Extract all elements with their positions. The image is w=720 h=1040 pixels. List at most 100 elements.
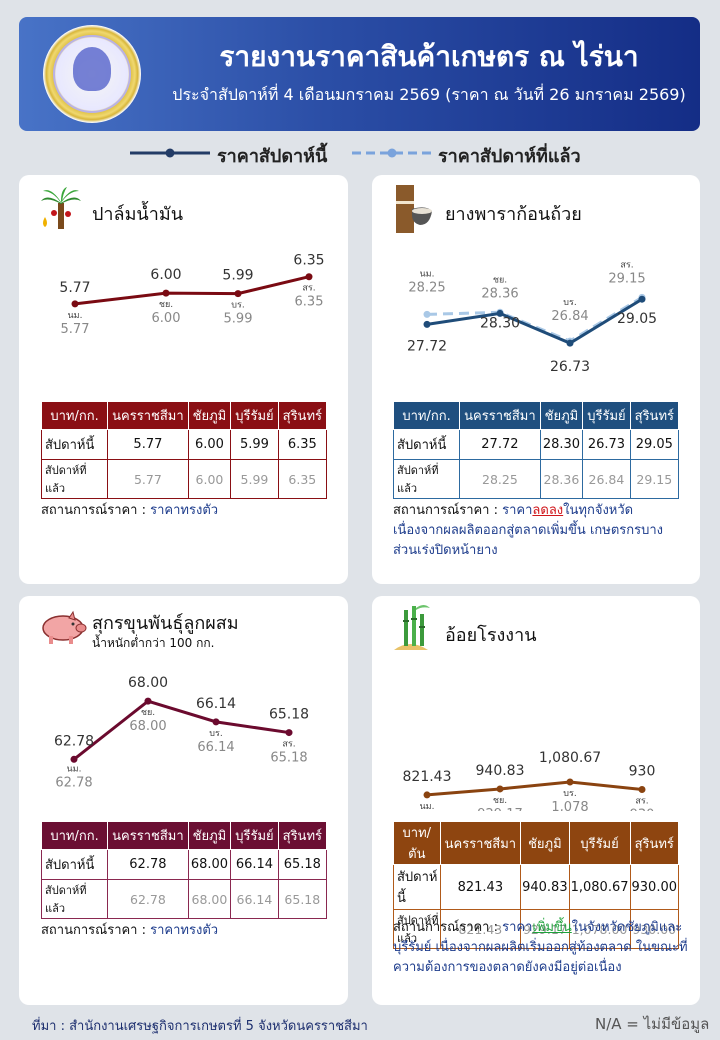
rubber-title: ยางพาราก้อนถ้วย — [445, 204, 582, 225]
previous-value-label: 1,078 — [551, 800, 588, 811]
price-cell: 28.25 — [459, 459, 541, 499]
province-header: นครราชสีมา — [439, 821, 522, 865]
pig-card: สุกรขุนพันธุ์ลูกผสม น้ำหนักต่ำกว่า 100 ก… — [19, 596, 348, 1005]
row-label: สัปดาห์นี้ — [40, 849, 109, 880]
current-value-label: 1,080.67 — [539, 750, 601, 766]
price-cell: 821.43 — [439, 909, 522, 949]
province-tick-label: บร. — [563, 298, 576, 308]
table-row: สัปดาห์นี้ 62.78 68.00 66.14 65.18 — [40, 849, 328, 880]
row-label: สัปดาห์นี้ — [393, 864, 441, 910]
previous-value-label: 62.78 — [55, 775, 92, 790]
row-label: สัปดาห์นี้ — [40, 429, 109, 460]
province-tick-label: นม. — [68, 311, 83, 321]
current-value-label: 27.72 — [407, 338, 447, 354]
current-point — [285, 729, 293, 737]
province-header: บุรีรัมย์ — [230, 821, 279, 850]
price-cell: 27.72 — [459, 429, 541, 460]
price-cell: 930.00 — [629, 909, 679, 949]
price-cell: 26.84 — [582, 459, 631, 499]
price-cell: 1,080.67 — [568, 864, 631, 910]
report-title: รายงานราคาสินค้าเกษตร ณ ไร่นา — [219, 40, 639, 73]
price-cell: 940.83 — [520, 864, 570, 910]
province-tick-label: ชย. — [159, 300, 173, 310]
current-value-label: 930 — [629, 764, 656, 780]
table-header-row: บาท/กก. นครราชสีมา ชัยภูมิ บุรีรัมย์ สุรินทร… — [40, 821, 328, 850]
province-tick-label: สร. — [302, 284, 315, 294]
row-label: สัปดาห์ที่แล้ว — [40, 459, 109, 499]
current-series-line — [426, 780, 643, 797]
palm-oil-card: ปาล์มน้ำมัน 5.77 นม. 5.77 6.00 ชย. 6.00 5.99 บร… — [19, 175, 348, 584]
current-point — [212, 718, 220, 726]
row-label: สัปดาห์ที่แล้ว — [393, 909, 441, 949]
province-header: ชัยภูมิ — [539, 401, 584, 430]
table-row: สัปดาห์นี้ 5.77 6.00 5.99 6.35 — [40, 429, 328, 460]
sugarcane-card: อ้อยโรงงาน 821.43นม.821.43940.83ชย.929.1… — [372, 596, 700, 1005]
rubber-status-keyword: ลดลง — [532, 503, 564, 518]
province-tick-label: ชย. — [493, 275, 507, 285]
current-point — [234, 290, 242, 298]
unit-header: บาท/กก. — [40, 401, 109, 430]
rubber-card: ยางพาราก้อนถ้วย 27.72 นม. 28.25 28.30 ชย. 28.… — [372, 175, 700, 584]
previous-value-label: 68.00 — [129, 719, 166, 734]
price-cell: 821.43 — [439, 864, 522, 910]
table-header-row: บาท/กก. นครราชสีมา ชัยภูมิ บุรีรัมย์ สุรินทร… — [392, 401, 680, 430]
rubber-status: สถานการณ์ราคา : ราคาลดลงในทุกจังหวัด เนื… — [393, 503, 664, 558]
row-label: สัปดาห์ที่แล้ว — [392, 459, 461, 499]
current-value-label: 821.43 — [403, 769, 452, 785]
price-cell: 66.14 — [230, 879, 279, 919]
current-point — [496, 785, 504, 793]
province-tick-label: สร. — [282, 740, 295, 750]
current-point — [566, 339, 574, 347]
previous-value-label: 26.84 — [551, 309, 588, 324]
pig-status-value: ราคาทรงตัว — [150, 923, 219, 938]
unit-header: บาท/กก. — [392, 401, 461, 430]
current-value-label: 6.00 — [150, 267, 181, 283]
sugarcane-title: อ้อยโรงงาน — [445, 625, 537, 646]
legend-current-label: ราคาสัปดาห์นี้ — [217, 146, 328, 167]
previous-series-line — [426, 296, 643, 343]
pig-icon — [42, 610, 87, 644]
na-note: N/A = ไม่มีข้อมูล — [595, 1015, 710, 1033]
price-cell: 6.35 — [277, 429, 328, 460]
previous-value-label: 28.36 — [481, 286, 518, 301]
table-header-row: บาท/กก. นครราชสีมา ชัยภูมิ บุรีรัมย์ สุรินทร… — [40, 401, 328, 430]
price-cell: 5.77 — [107, 459, 189, 499]
province-tick-label: ชย. — [493, 796, 507, 806]
price-cell: 5.99 — [230, 429, 279, 460]
agency-logo — [43, 25, 141, 123]
palm-status-value: ราคาทรงตัว — [150, 503, 219, 518]
palm-title: ปาล์มน้ำมัน — [92, 204, 184, 225]
price-cell: 6.00 — [187, 459, 232, 499]
province-header: ชัยภูมิ — [187, 401, 232, 430]
province-header: สุรินทร์ — [629, 401, 680, 430]
current-value-label: 68.00 — [128, 675, 168, 691]
province-header: ชัยภูมิ — [520, 821, 570, 865]
current-point — [638, 295, 646, 303]
province-header: นครราชสีมา — [107, 401, 189, 430]
price-cell: 62.78 — [107, 849, 189, 880]
legend-previous-swatch — [352, 148, 432, 158]
previous-value-label: 28.25 — [408, 280, 445, 295]
current-point — [423, 320, 431, 328]
previous-value-label: 5.77 — [61, 322, 90, 337]
current-value-label: 62.78 — [54, 733, 94, 749]
current-point — [566, 778, 574, 786]
price-cell: 29.15 — [629, 459, 680, 499]
rubber-cup-icon — [396, 185, 432, 233]
current-value-label: 29.05 — [617, 311, 657, 327]
chart-legend: ราคาสัปดาห์นี้ ราคาสัปดาห์ที่แล้ว — [0, 141, 720, 167]
legend-previous-label: ราคาสัปดาห์ที่แล้ว — [438, 146, 581, 167]
sugarcane-chart: 821.43นม.821.43940.83ชย.929.171,080.67บร… — [403, 750, 656, 812]
price-cell: 6.35 — [277, 459, 328, 499]
current-series-line — [73, 699, 290, 761]
previous-value-label: 29.15 — [608, 271, 645, 286]
price-cell: 6.00 — [187, 429, 232, 460]
price-cell: 929.17 — [520, 909, 570, 949]
pig-chart: 62.78นม.62.7868.00ชย.68.0066.14บร.66.146… — [54, 675, 309, 790]
pig-price-table: บาท/กก. นครราชสีมา ชัยภูมิ บุรีรัมย์ สุรินทร… — [40, 821, 328, 919]
previous-value-label: 930 — [630, 808, 655, 812]
table-row: สัปดาห์ที่แล้ว 62.78 68.00 66.14 65.18 — [40, 879, 328, 919]
current-series-line — [426, 297, 643, 345]
report-header: รายงานราคาสินค้าเกษตร ณ ไร่นา ประจำสัปดา… — [19, 17, 700, 131]
table-row: สัปดาห์ที่แล้ว 821.43 929.17 1,078.00 930.00 — [393, 909, 679, 949]
